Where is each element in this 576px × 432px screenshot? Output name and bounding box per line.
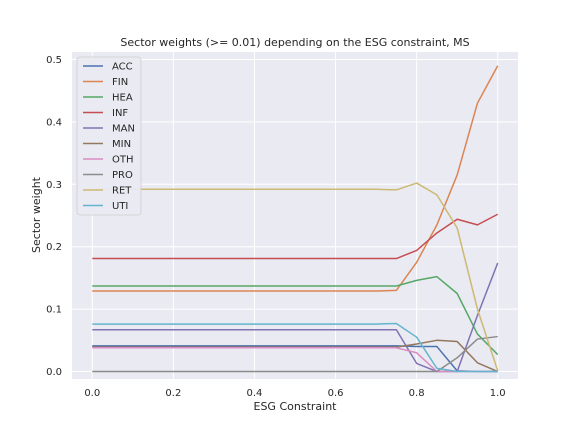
x-axis-label: ESG Constraint xyxy=(254,400,338,413)
legend-frame xyxy=(76,56,142,216)
legend-label-fin: FIN xyxy=(112,77,128,88)
y-tick-label: 0.5 xyxy=(46,55,62,66)
legend-label-min: MIN xyxy=(112,139,131,150)
series-line-man xyxy=(92,262,499,373)
x-tick-label: 1.0 xyxy=(490,388,506,399)
x-tick-label: 0.0 xyxy=(84,388,100,399)
legend-label-pro: PRO xyxy=(112,170,133,181)
x-tick-label: 0.8 xyxy=(409,388,425,399)
y-tick-label: 0.1 xyxy=(46,305,62,316)
chart-title: Sector weights (>= 0.01) depending on th… xyxy=(120,36,469,49)
series-line-oth xyxy=(92,347,498,373)
legend-label-uti: UTI xyxy=(112,201,128,212)
series-line-pro xyxy=(92,335,498,373)
y-tick-label: 0.0 xyxy=(46,367,62,378)
legend-label-ret: RET xyxy=(112,186,132,197)
x-tick-label: 0.2 xyxy=(165,388,181,399)
series-layer xyxy=(92,65,499,373)
series-line-ret xyxy=(92,182,499,372)
grid xyxy=(72,52,518,379)
y-axis-label: Sector weight xyxy=(30,176,43,253)
series-line-uti xyxy=(92,322,498,373)
legend-label-oth: OTH xyxy=(112,155,134,166)
x-axis-ticks: 0.0 0.2 0.4 0.6 0.8 1.0 xyxy=(84,388,505,399)
x-tick-label: 0.4 xyxy=(247,388,263,399)
x-tick-label: 0.6 xyxy=(328,388,344,399)
legend-label-inf: INF xyxy=(112,108,128,119)
series-line-acc xyxy=(92,345,498,373)
legend-label-acc: ACC xyxy=(112,62,133,73)
y-tick-label: 0.2 xyxy=(46,242,62,253)
y-tick-label: 0.3 xyxy=(46,180,62,191)
legend: ACC FIN HEA INF MAN MIN OTH PRO RET UTI xyxy=(76,56,142,216)
legend-label-man: MAN xyxy=(112,124,135,135)
series-line-fin xyxy=(92,65,499,292)
y-tick-label: 0.4 xyxy=(46,117,62,128)
y-axis-ticks: 0.0 0.1 0.2 0.3 0.4 0.5 xyxy=(46,55,62,378)
series-line-hea xyxy=(92,275,499,356)
legend-label-hea: HEA xyxy=(112,93,133,104)
series-line-inf xyxy=(92,213,499,260)
